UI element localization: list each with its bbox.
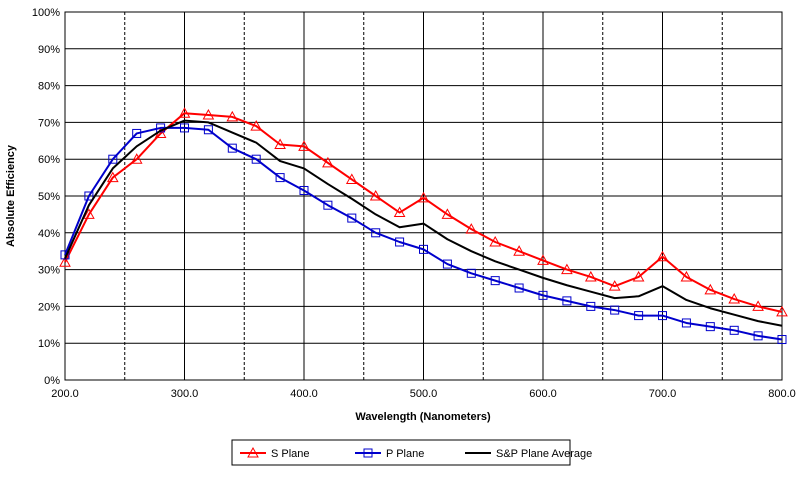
data-point-1 [227,143,237,153]
data-point-1 [275,173,285,183]
data-point-0 [728,293,741,304]
legend: S Plane P Plane S&P Plane Average [231,439,592,466]
data-point-0 [178,107,191,118]
x-tick-label: 200.0 [51,388,79,400]
y-tick-label: 40% [38,228,60,240]
data-point-1 [753,331,763,341]
x-tick-label: 600.0 [529,388,557,400]
data-point-1 [562,296,572,306]
x-tick-label: 300.0 [171,388,199,400]
data-point-0 [441,208,454,219]
data-point-1 [777,335,787,345]
data-point-1 [705,322,715,332]
data-point-1 [323,200,333,210]
data-point-0 [322,156,334,168]
series-line-2 [64,119,783,327]
data-point-1 [490,276,500,286]
data-point-0 [250,120,263,131]
data-point-0 [59,256,71,267]
data-point-1 [60,250,70,260]
data-point-1 [610,305,620,315]
data-point-0 [202,109,215,120]
legend-marker [363,448,373,458]
data-point-1 [586,301,596,311]
data-point-1 [442,259,452,269]
series-line-0 [64,112,783,313]
data-point-0 [704,283,717,295]
data-point-1 [371,228,381,238]
x-tick-label: 400.0 [290,388,318,400]
data-point-1 [634,311,644,321]
y-tick-label: 20% [38,301,60,313]
data-point-0 [465,223,478,234]
series-line-1 [64,126,783,341]
data-point-0 [274,138,286,149]
data-point-0 [632,270,645,282]
data-point-1 [180,123,189,133]
data-point-0 [369,189,382,201]
data-point-1 [347,213,357,223]
data-point-0 [776,305,788,317]
y-tick-label: 10% [38,338,60,350]
y-axis-label: Absolute Efficiency [5,144,17,247]
data-point-0 [608,280,621,291]
data-point-1 [466,268,476,278]
data-point-1 [419,244,428,254]
y-tick-label: 60% [38,154,60,166]
x-tick-label: 800.0 [768,388,796,400]
data-point-1 [132,128,142,138]
y-tick-label: 30% [38,265,60,277]
y-tick-label: 0% [44,375,60,387]
data-point-1 [514,283,524,293]
data-point-0 [83,208,95,219]
data-point-0 [345,173,358,184]
legend-label: S Plane [271,448,310,460]
y-tick-label: 100% [32,7,60,19]
data-point-1 [658,311,667,321]
y-tick-label: 70% [38,117,60,129]
data-point-1 [84,191,94,201]
data-point-0 [561,263,573,275]
data-point-1 [729,325,739,335]
data-point-0 [680,270,693,282]
data-point-0 [417,191,430,203]
data-point-1 [251,154,261,164]
data-point-1 [395,237,405,247]
data-point-0 [537,254,549,265]
data-point-0 [656,250,669,262]
data-point-1 [299,185,309,195]
y-tick-label: 80% [38,81,60,93]
x-axis-label: Wavelength (Nanometers) [355,411,491,423]
data-point-1 [538,290,548,300]
data-point-0 [752,300,764,311]
data-point-1 [681,318,691,328]
data-point-0 [513,245,525,256]
legend-marker [247,446,259,458]
legend-label: S&P Plane Average [496,448,592,460]
data-point-0 [106,171,119,183]
data-point-1 [203,125,213,135]
legend-label: P Plane [386,448,424,460]
data-point-0 [226,110,239,122]
data-point-0 [489,235,502,247]
data-point-0 [298,140,310,151]
data-point-0 [130,153,143,164]
legend-box [231,439,571,466]
data-point-1 [108,154,118,164]
y-tick-label: 90% [38,44,60,56]
data-point-0 [584,270,597,282]
x-tick-label: 500.0 [410,388,438,400]
data-point-0 [393,206,406,218]
y-tick-label: 50% [38,191,60,203]
x-tick-label: 700.0 [649,388,677,400]
